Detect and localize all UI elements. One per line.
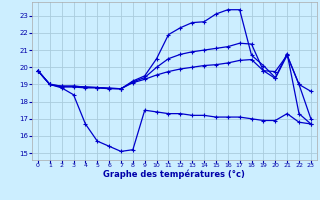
- X-axis label: Graphe des températures (°c): Graphe des températures (°c): [103, 170, 245, 179]
